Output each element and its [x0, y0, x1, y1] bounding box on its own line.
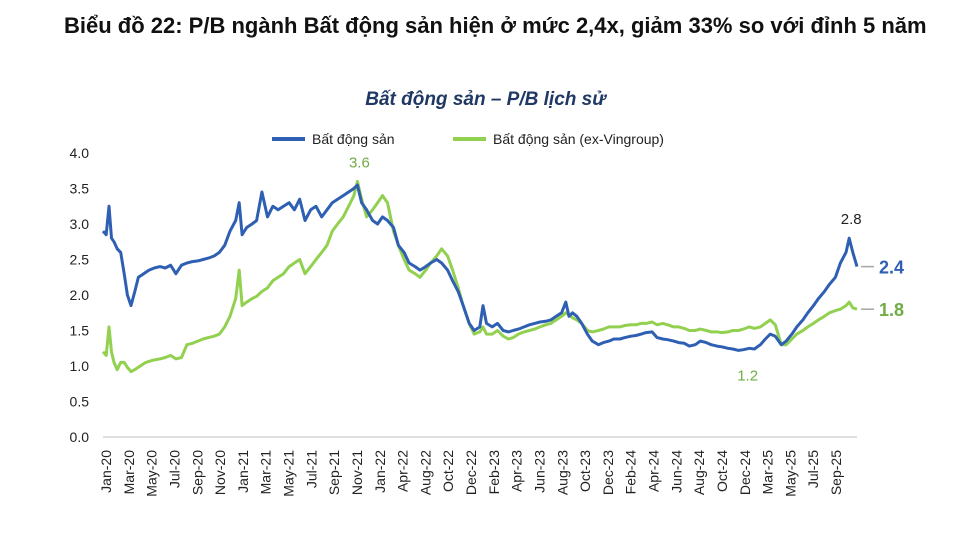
x-tick-label: Jan-20 — [98, 450, 114, 493]
y-tick-label: 2.0 — [70, 287, 90, 303]
x-tick-label: Jun-23 — [531, 450, 547, 493]
legend-label-ex-vingroup: Bất động sản (ex-Vingroup) — [493, 131, 664, 147]
x-tick-label: Apr-23 — [509, 450, 525, 492]
annotation-label: 3.6 — [349, 154, 370, 171]
x-tick-label: Jan-22 — [372, 450, 388, 493]
x-tick-label: Oct-22 — [440, 450, 456, 492]
x-tick-label: Jul-21 — [303, 450, 319, 488]
legend: Bất động sản Bất động sản (ex-Vingroup) — [272, 131, 664, 147]
x-tick-label: Jan-21 — [235, 450, 251, 493]
x-tick-label: Dec-23 — [600, 450, 616, 495]
chart-title: Bất động sản – P/B lịch sử — [365, 89, 606, 110]
x-tick-label: Jun-24 — [668, 450, 684, 493]
x-axis-ticks: Jan-20 Mar-20 May-20 Jul-20 Sep-20 Nov-20 Jan-… — [98, 450, 844, 497]
x-tick-label: May-20 — [144, 450, 160, 497]
x-tick-label: Dec-24 — [737, 450, 753, 495]
x-tick-label: May-21 — [281, 450, 297, 497]
y-tick-label: 3.5 — [70, 181, 90, 197]
x-tick-label: Mar-25 — [760, 450, 776, 495]
x-tick-label: Dec-22 — [463, 450, 479, 495]
y-tick-label: 3.0 — [70, 216, 90, 232]
series-line-1 — [101, 179, 858, 374]
y-tick-label: 0.0 — [70, 429, 90, 445]
x-tick-label: Feb-24 — [623, 450, 639, 495]
x-tick-label: Nov-21 — [349, 450, 365, 495]
y-axis-ticks: 0.0 0.5 1.0 1.5 2.0 2.5 3.0 3.5 4.0 — [70, 145, 90, 445]
page-title: Biểu đồ 22: P/B ngành Bất động sản hiện … — [64, 13, 927, 38]
annotation-label: 2.8 — [841, 211, 862, 228]
x-tick-label: Jul-25 — [805, 450, 821, 488]
legend-label-real-estate: Bất động sản — [312, 131, 395, 147]
x-tick-label: Oct-24 — [714, 450, 730, 492]
y-tick-label: 1.0 — [70, 358, 90, 374]
x-tick-label: Sep-25 — [828, 450, 844, 495]
y-tick-label: 0.5 — [70, 394, 90, 410]
series-line-0 — [101, 183, 859, 352]
x-tick-label: Aug-24 — [691, 450, 707, 495]
x-tick-label: May-25 — [782, 450, 798, 497]
x-tick-label: Sep-20 — [189, 450, 205, 495]
x-tick-label: Jul-20 — [166, 450, 182, 488]
x-tick-label: Oct-23 — [577, 450, 593, 492]
annotation-label: 1.8 — [879, 300, 904, 320]
x-tick-label: Apr-24 — [646, 450, 662, 492]
x-tick-label: Aug-22 — [417, 450, 433, 495]
x-tick-label: Feb-23 — [486, 450, 502, 495]
y-tick-label: 1.5 — [70, 323, 90, 339]
series-lines — [101, 179, 859, 374]
x-tick-label: Nov-20 — [212, 450, 228, 495]
x-tick-label: Sep-21 — [326, 450, 342, 495]
annotation-label: 1.2 — [737, 367, 758, 384]
x-tick-label: Mar-20 — [121, 450, 137, 495]
annotation-label: 2.4 — [879, 258, 904, 278]
y-tick-label: 4.0 — [70, 145, 90, 161]
x-tick-label: Apr-22 — [395, 450, 411, 492]
y-tick-label: 2.5 — [70, 252, 90, 268]
x-tick-label: Mar-21 — [258, 450, 274, 495]
x-tick-label: Aug-23 — [554, 450, 570, 495]
annotations: 3.6 2.8 1.2 2.4 1.8 — [349, 154, 904, 384]
